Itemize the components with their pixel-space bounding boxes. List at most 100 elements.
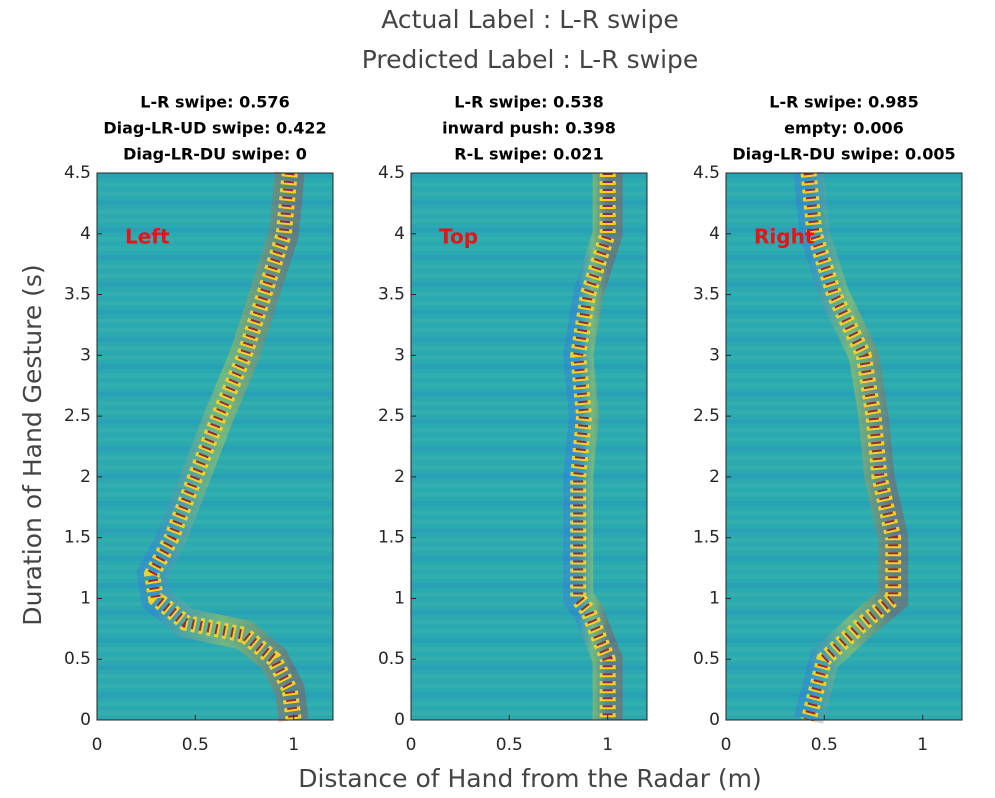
panel-title: L-R swipe: 0.538 <box>454 93 603 112</box>
heatmap-stripe <box>97 574 333 579</box>
y-tick-label: 4.5 <box>64 163 91 183</box>
heatmap-stripe <box>726 173 962 178</box>
y-tick-label: 0.5 <box>64 649 91 669</box>
heatmap-stripe <box>411 291 647 297</box>
heatmap-stripe <box>726 373 962 379</box>
heatmap-stripe <box>97 519 333 524</box>
heatmap-stripe <box>411 355 647 360</box>
heatmap-stripe <box>97 200 333 205</box>
heatmap-stripe <box>411 236 647 242</box>
heatmap-stripe <box>411 400 647 406</box>
heatmap-stripe <box>97 218 333 224</box>
heatmap-stripe <box>726 674 962 679</box>
trace-glow <box>136 171 309 722</box>
plot-frame <box>410 172 648 721</box>
heatmap-stripe <box>726 546 962 552</box>
heatmap-stripe <box>726 264 962 269</box>
heatmap-stripe <box>411 647 647 652</box>
heatmap-stripe <box>97 182 333 187</box>
y-tick-label: 2 <box>709 467 720 487</box>
heatmap-stripe <box>411 665 647 670</box>
heatmap-stripe <box>411 692 647 698</box>
heatmap-stripe <box>411 455 647 461</box>
x-tick-label: 1 <box>602 735 613 755</box>
plot-frame <box>96 172 334 721</box>
heatmap-stripe <box>97 255 333 260</box>
heatmap-stripe <box>97 601 333 607</box>
heatmap-stripe <box>411 592 647 597</box>
y-tick-label: 1.5 <box>693 528 720 548</box>
y-tick-label: 1 <box>394 588 405 608</box>
heatmap-stripe <box>726 665 962 670</box>
heatmap-stripe <box>97 191 333 196</box>
heatmap-stripe <box>97 501 333 506</box>
heatmap-stripe <box>411 501 647 506</box>
heatmap-stripe <box>411 637 647 643</box>
x-tick-label: 0.5 <box>182 735 209 755</box>
heatmap-stripe <box>726 364 962 370</box>
y-tick-label: 2.5 <box>64 406 91 426</box>
x-tick-label: 0 <box>406 735 417 755</box>
heatmap-stripe <box>411 209 647 215</box>
heatmap-stripe <box>411 373 647 379</box>
heatmap-stripe <box>726 410 962 415</box>
heatmap-stripe <box>97 656 333 661</box>
y-tick-label: 3 <box>709 345 720 365</box>
panel-title: Diag-LR-DU swipe: 0 <box>123 145 307 164</box>
y-tick-label: 0 <box>394 710 405 730</box>
heatmap-stripe <box>726 692 962 698</box>
y-tick-label: 2.5 <box>693 406 720 426</box>
heatmap-stripe <box>411 683 647 689</box>
heatmap-stripe <box>726 227 962 233</box>
heatmap-stripe <box>726 218 962 224</box>
heatmap-stripe <box>97 273 333 278</box>
heatmap-stripe <box>726 428 962 433</box>
y-tick-label: 1 <box>709 588 720 608</box>
heatmap-stripe <box>97 701 333 707</box>
heatmap-stripe <box>411 519 647 524</box>
heatmap-stripe <box>97 610 333 616</box>
plot-frame <box>725 172 963 721</box>
annotation: Left <box>125 225 170 249</box>
heatmap-stripe <box>97 510 333 515</box>
heatmap-stripe <box>411 318 647 324</box>
heatmap-stripe <box>411 182 647 187</box>
heatmap-stripe <box>411 419 647 424</box>
heatmap-stripe <box>97 291 333 297</box>
heatmap-stripe <box>726 200 962 205</box>
heatmap-stripe <box>411 273 647 278</box>
heatmap-stripe <box>97 665 333 670</box>
heatmap-stripe <box>97 482 333 488</box>
heatmap-stripe <box>97 355 333 360</box>
heatmap-stripe <box>411 464 647 470</box>
heatmap-stripe <box>726 683 962 689</box>
y-tick-label: 0.5 <box>693 649 720 669</box>
panel-title: Diag-LR-UD swipe: 0.422 <box>103 119 326 138</box>
heatmap-stripe <box>97 264 333 269</box>
x-tick-label: 0 <box>92 735 103 755</box>
heatmap-stripe <box>726 492 962 497</box>
heatmap-stripe <box>726 446 962 452</box>
y-tick-label: 3 <box>80 345 91 365</box>
heatmap-stripe <box>411 710 647 716</box>
heatmap-stripe <box>97 555 333 561</box>
trace-glow <box>563 173 623 720</box>
heatmap-stripe <box>411 364 647 370</box>
heatmap-stripe <box>97 692 333 698</box>
panel-title: L-R swipe: 0.985 <box>769 93 918 112</box>
heatmap-stripe <box>97 382 333 388</box>
heatmap-stripe <box>411 410 647 415</box>
heatmap-stripe <box>411 255 647 260</box>
heatmap-stripe <box>726 273 962 278</box>
heatmap-stripe <box>726 537 962 543</box>
y-tick-label: 3.5 <box>64 285 91 305</box>
heatmap-stripe <box>97 373 333 379</box>
heatmap-stripe <box>411 245 647 251</box>
heatmap-stripe <box>411 482 647 488</box>
y-tick-label: 0.5 <box>378 649 405 669</box>
heatmap-stripe <box>411 528 647 534</box>
heatmap-stripe <box>411 583 647 588</box>
heatmap-stripe <box>726 182 962 187</box>
heatmap-stripe <box>411 446 647 452</box>
